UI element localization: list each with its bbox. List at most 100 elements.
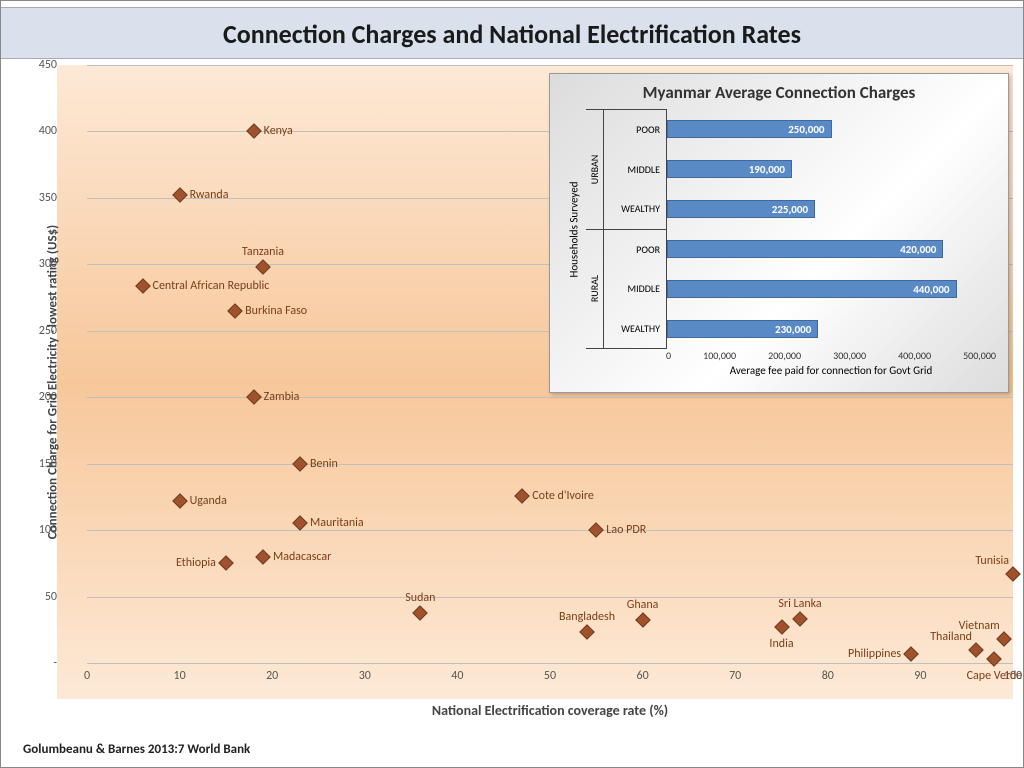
inset-x-tick: 500,000 — [963, 349, 996, 362]
y-tick: 450 — [39, 58, 57, 72]
data-point-label: Tunisia — [975, 554, 1009, 568]
y-tick: 100 — [39, 523, 57, 537]
y-tick: 300 — [39, 257, 57, 271]
x-tick: 80 — [822, 669, 834, 683]
data-point — [579, 625, 595, 641]
data-point — [246, 389, 262, 405]
plot-area: National Electrification coverage rate (… — [87, 65, 1013, 663]
data-point — [292, 516, 308, 532]
inset-title: Myanmar Average Connection Charges — [562, 82, 996, 103]
title-bar: Connection Charges and National Electrif… — [1, 7, 1023, 59]
bar-slot: 250,000 — [667, 109, 996, 149]
inset-x-tick: 300,000 — [833, 349, 866, 362]
x-tick: 60 — [637, 669, 649, 683]
inset-x-tick: 400,000 — [898, 349, 931, 362]
bar-slot: 440,000 — [667, 269, 996, 309]
data-point — [413, 605, 429, 621]
data-point — [987, 651, 1003, 667]
data-point — [172, 187, 188, 203]
bar-slot: 225,000 — [667, 189, 996, 229]
inset-x-tick: 200,000 — [768, 349, 801, 362]
data-point-label: Burkina Faso — [245, 304, 307, 318]
x-tick: 90 — [914, 669, 926, 683]
data-point — [996, 631, 1012, 647]
data-point-label: Thailand — [930, 630, 972, 644]
inset-group: URBANPOOR MIDDLE WEALTHY — [586, 109, 666, 229]
y-tick: 50 — [45, 590, 57, 604]
data-point — [172, 493, 188, 509]
x-tick: 10 — [174, 669, 186, 683]
bar: 190,000 — [667, 160, 792, 178]
grid-line — [87, 530, 1013, 531]
inset-category: WEALTHY — [604, 202, 666, 215]
data-point — [635, 613, 651, 629]
x-axis-label: National Electrification coverage rate (… — [432, 702, 668, 719]
inset-x-tick: 0 — [666, 349, 671, 362]
bar: 440,000 — [667, 280, 957, 298]
bar: 250,000 — [667, 120, 832, 138]
data-point — [255, 549, 271, 565]
page-title: Connection Charges and National Electrif… — [1, 18, 1023, 50]
x-tick: 70 — [729, 669, 741, 683]
inset-xlabel: Average fee paid for connection for Govt… — [666, 364, 996, 377]
grid-line — [87, 397, 1013, 398]
inset-category: POOR — [604, 243, 666, 256]
y-tick: 350 — [39, 191, 57, 205]
grid-line — [87, 663, 1013, 664]
data-point-label: India — [769, 637, 793, 651]
inset-side-label: Households Surveyed — [562, 109, 586, 349]
bar-slot: 190,000 — [667, 149, 996, 189]
data-point — [255, 259, 271, 275]
data-point-label: Benin — [310, 457, 338, 471]
data-point-label: Uganda — [190, 494, 227, 508]
inset-category: MIDDLE — [604, 282, 666, 295]
data-point-label: Cote d'Ivoire — [532, 489, 594, 503]
inset-xaxis: 0 100,000 200,000 300,000 400,000 500,000 — [666, 349, 996, 362]
data-point-label: Madacascar — [273, 550, 331, 564]
data-point-label: Bangladesh — [559, 610, 615, 624]
data-point-label: Kenya — [264, 124, 293, 138]
inset-bars: 250,000 190,000 225,000 420,000 440,000 230,0… — [666, 109, 996, 349]
data-point — [218, 556, 234, 572]
data-point-label: Zambia — [264, 390, 300, 404]
data-point — [903, 646, 919, 662]
x-tick: 40 — [451, 669, 463, 683]
data-point-label: Tanzania — [242, 245, 284, 259]
data-point — [792, 611, 808, 627]
bar: 225,000 — [667, 200, 815, 218]
data-point — [968, 642, 984, 658]
y-tick: 400 — [39, 124, 57, 138]
inset-category: POOR — [604, 123, 666, 136]
x-tick: 0 — [84, 669, 90, 683]
data-point-label: Philippines — [848, 647, 901, 661]
inset-body: Households Surveyed URBANPOORMIDDLEWEALT… — [562, 109, 996, 349]
data-point — [292, 456, 308, 472]
inset-group-label: URBAN — [586, 110, 604, 229]
inset-group-label: RURAL — [586, 230, 604, 349]
data-point-label: Cape Verde — [967, 669, 1023, 683]
data-point — [514, 488, 530, 504]
data-point-label: Sudan — [405, 591, 435, 605]
x-tick: 30 — [359, 669, 371, 683]
data-point-label: Ethiopia — [176, 556, 216, 570]
y-tick: 250 — [39, 324, 57, 338]
y-tick: 200 — [39, 390, 57, 404]
source-citation: Golumbeanu & Barnes 2013:7 World Bank — [23, 742, 250, 757]
inset-x-tick: 100,000 — [703, 349, 736, 362]
inset-category-labels: POOR MIDDLE WEALTHY — [604, 110, 666, 229]
grid-line — [87, 464, 1013, 465]
grid-line — [87, 65, 1013, 66]
data-point — [774, 619, 790, 635]
x-tick: 50 — [544, 669, 556, 683]
data-point — [246, 124, 262, 140]
bar-slot: 230,000 — [667, 309, 996, 349]
y-tick: - — [53, 656, 57, 670]
inset-category: MIDDLE — [604, 163, 666, 176]
data-point-label: Lao PDR — [606, 523, 646, 537]
data-point — [135, 278, 151, 294]
data-point-label: Sri Lanka — [778, 597, 821, 611]
bar-slot: 420,000 — [667, 229, 996, 269]
scatter-chart: Connection Charge for Grid Electricity -… — [57, 65, 1013, 699]
data-point — [1005, 566, 1021, 582]
data-point — [589, 522, 605, 538]
